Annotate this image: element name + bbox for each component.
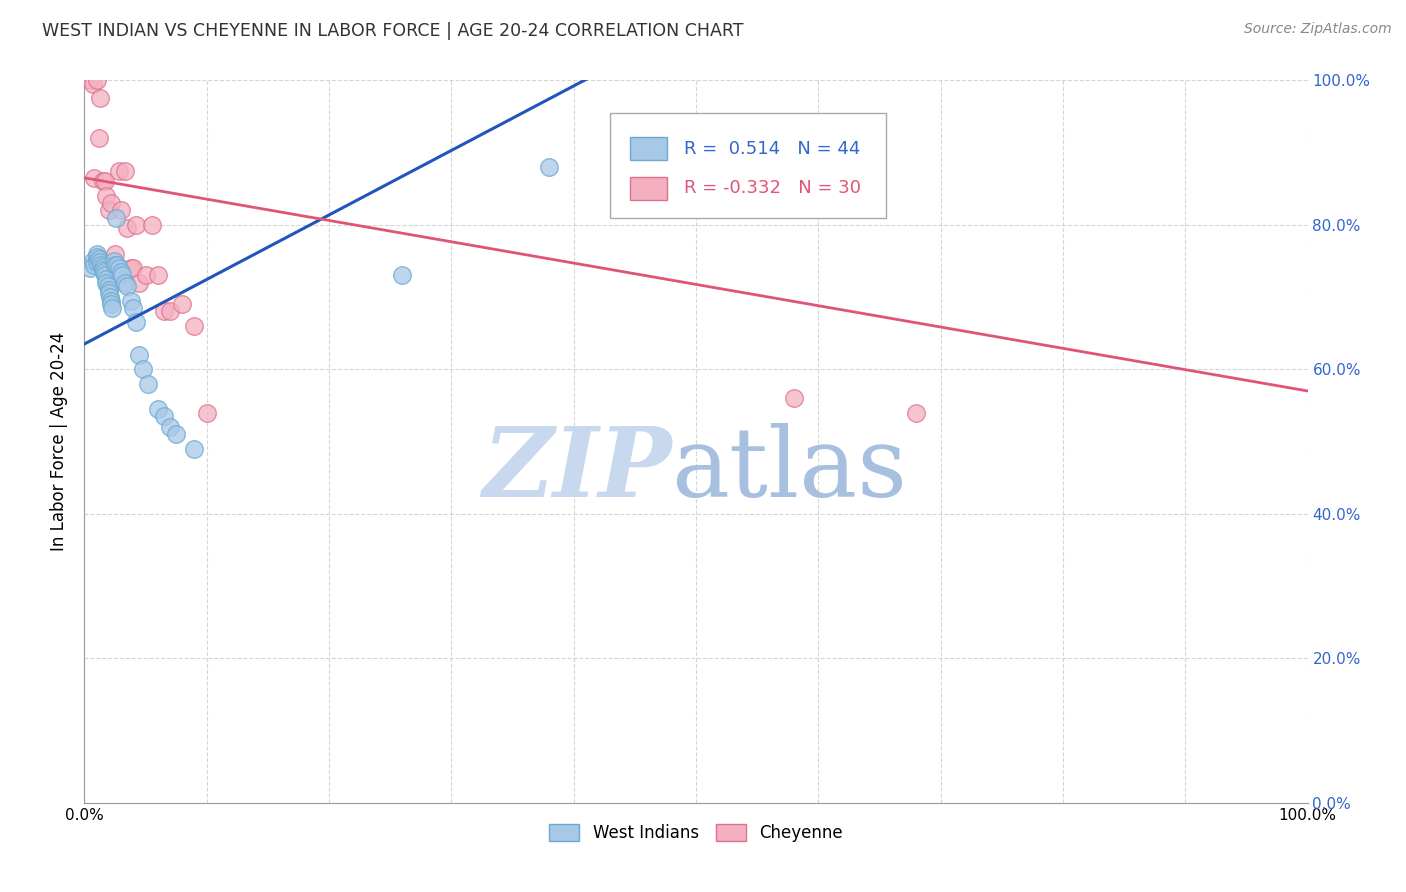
Point (97, 203, 120, 218)
Point (93, 265, 115, 279)
Point (391, 268, 413, 283)
Point (125, 315, 148, 329)
Point (905, 406, 928, 420)
Point (100, 196, 122, 211)
Text: atlas: atlas (672, 424, 907, 517)
Point (96, 189, 118, 203)
Point (86, 246, 108, 260)
Point (120, 293, 142, 308)
Point (87, 252, 110, 267)
Point (110, 203, 132, 218)
Text: ZIP: ZIP (482, 424, 672, 517)
Point (110, 265, 132, 279)
Point (91, 262, 114, 277)
Point (104, 258, 127, 272)
Point (100, 293, 122, 308)
FancyBboxPatch shape (610, 112, 886, 218)
Point (104, 246, 127, 260)
Point (94, 268, 117, 283)
Point (89, 91, 111, 105)
Text: WEST INDIAN VS CHEYENNE IN LABOR FORCE | AGE 20-24 CORRELATION CHART: WEST INDIAN VS CHEYENNE IN LABOR FORCE |… (42, 22, 744, 40)
Point (122, 301, 145, 315)
Point (153, 304, 176, 318)
Point (91, 260, 114, 274)
Point (103, 253, 125, 268)
Point (172, 297, 194, 311)
Point (86, 255, 108, 269)
Point (100, 297, 122, 311)
Point (82, 253, 104, 268)
Text: Source: ZipAtlas.com: Source: ZipAtlas.com (1244, 22, 1392, 37)
Point (135, 268, 157, 283)
Point (98, 290, 121, 304)
Point (159, 420, 181, 434)
Point (165, 427, 187, 442)
Point (153, 409, 176, 424)
Point (97, 286, 120, 301)
Point (79, 73, 101, 87)
Point (141, 218, 163, 232)
Point (86, 73, 108, 87)
Text: R = -0.332   N = 30: R = -0.332 N = 30 (683, 179, 860, 197)
Point (96, 272, 118, 286)
Legend: West Indians, Cheyenne: West Indians, Cheyenne (543, 817, 849, 848)
Point (146, 402, 169, 417)
Point (159, 304, 181, 318)
Point (115, 221, 138, 235)
Point (96, 276, 118, 290)
Point (107, 261, 129, 276)
Point (94, 174, 117, 188)
Point (783, 391, 806, 405)
FancyBboxPatch shape (630, 136, 666, 161)
Point (87, 131, 110, 145)
Point (111, 268, 134, 283)
Point (82, 77, 104, 91)
Point (91, 174, 114, 188)
Point (83, 258, 105, 272)
Point (97, 279, 120, 293)
Point (120, 261, 142, 276)
Point (115, 279, 138, 293)
Y-axis label: In Labor Force | Age 20-24: In Labor Force | Age 20-24 (51, 332, 69, 551)
Point (97, 283, 120, 297)
Point (105, 211, 128, 225)
Point (79, 261, 101, 276)
Point (83, 170, 105, 185)
Text: R =  0.514   N = 44: R = 0.514 N = 44 (683, 140, 860, 158)
Point (90, 258, 112, 272)
Point (128, 276, 150, 290)
Point (136, 376, 159, 391)
Point (132, 362, 155, 376)
Point (107, 163, 129, 178)
Point (183, 318, 205, 333)
Point (114, 276, 136, 290)
Point (89, 255, 111, 269)
Point (114, 163, 136, 178)
Point (195, 406, 218, 420)
Point (538, 160, 561, 174)
Point (146, 268, 169, 283)
Point (125, 218, 148, 232)
Point (86, 250, 108, 264)
Point (183, 442, 205, 456)
Point (105, 258, 128, 272)
FancyBboxPatch shape (630, 177, 666, 200)
Point (128, 348, 150, 362)
Point (122, 261, 145, 276)
Point (101, 301, 124, 315)
